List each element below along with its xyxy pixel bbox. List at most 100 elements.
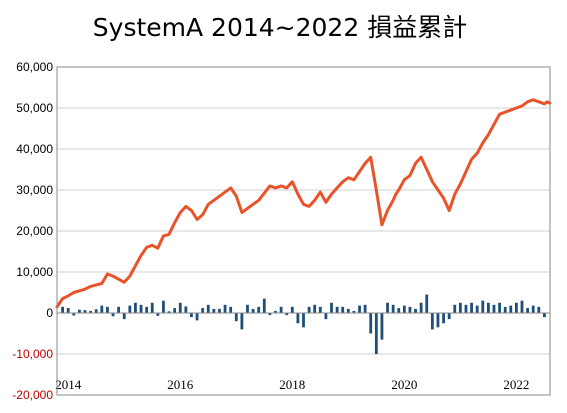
y-tick-label: 40,000 xyxy=(16,142,53,156)
bar xyxy=(290,306,294,313)
plot-frame xyxy=(56,66,551,396)
bar xyxy=(167,311,171,313)
bar xyxy=(145,306,149,313)
y-tick-label: -20,000 xyxy=(12,388,53,402)
y-axis-ticks: -20,000 -10,000 0 10,000 20,000 30,000 40,000 5… xyxy=(12,60,53,402)
bar xyxy=(251,308,255,313)
bar xyxy=(128,305,132,313)
bar xyxy=(436,313,440,328)
bar xyxy=(83,310,87,313)
bar xyxy=(307,306,311,313)
bar xyxy=(419,302,423,313)
bar xyxy=(195,313,199,321)
bar xyxy=(134,302,137,313)
bar xyxy=(139,304,143,313)
bar xyxy=(380,313,384,340)
bar xyxy=(537,306,541,313)
y-tick-label: 30,000 xyxy=(16,183,53,197)
bar xyxy=(470,302,473,313)
bar xyxy=(391,304,395,313)
grid-lines xyxy=(57,66,550,396)
bar xyxy=(100,305,104,313)
bar xyxy=(279,306,283,313)
bar xyxy=(453,304,457,313)
y-tick-label: 20,000 xyxy=(16,224,53,238)
bar xyxy=(190,313,193,318)
y-tick-label: -10,000 xyxy=(12,347,53,361)
y-tick-label: 10,000 xyxy=(16,265,53,279)
bar xyxy=(475,305,479,313)
bar xyxy=(358,305,361,313)
chart-title: SystemA 2014~2022 損益累計 xyxy=(93,13,467,42)
bar xyxy=(150,302,154,313)
bar xyxy=(363,304,367,313)
cumulative-line xyxy=(55,98,552,309)
bar xyxy=(330,302,333,313)
bar xyxy=(425,294,429,313)
bar xyxy=(61,306,65,313)
x-axis-ticks: 2014 2016 2018 2020 2022 xyxy=(55,377,529,392)
bar xyxy=(542,313,546,318)
bar xyxy=(234,313,238,322)
bar xyxy=(229,306,233,313)
x-tick-label: 2014 xyxy=(55,377,82,392)
bar xyxy=(402,305,406,313)
bar xyxy=(156,313,160,316)
bar xyxy=(246,304,249,313)
bar xyxy=(223,304,227,313)
bar xyxy=(352,310,356,313)
bar xyxy=(408,306,412,313)
bar xyxy=(162,300,165,313)
bar xyxy=(498,302,501,313)
bar xyxy=(397,308,401,313)
bar xyxy=(335,306,339,313)
y-tick-label: 0 xyxy=(46,306,53,320)
bar xyxy=(94,309,98,313)
bar xyxy=(206,304,210,313)
bar xyxy=(201,308,205,313)
bar xyxy=(503,306,507,313)
bar xyxy=(514,302,518,313)
bar xyxy=(526,308,529,313)
bar xyxy=(184,306,188,313)
bar xyxy=(386,302,389,313)
bar xyxy=(66,308,70,313)
bar xyxy=(240,313,244,330)
bar xyxy=(212,308,216,313)
bar xyxy=(447,313,451,320)
bar xyxy=(318,306,322,313)
bar xyxy=(117,306,121,313)
bar xyxy=(458,302,462,313)
bar xyxy=(268,313,272,316)
bar xyxy=(442,313,445,324)
bar xyxy=(89,310,93,313)
bar xyxy=(346,308,350,313)
bar xyxy=(509,305,513,313)
bar xyxy=(285,313,289,316)
y-tick-label: 60,000 xyxy=(16,60,53,74)
bar xyxy=(374,313,378,354)
bar xyxy=(341,306,345,313)
bar xyxy=(430,313,434,330)
x-tick-label: 2018 xyxy=(279,377,305,392)
bar xyxy=(178,302,182,313)
x-tick-label: 2016 xyxy=(167,377,194,392)
cumulative-line-series xyxy=(55,98,552,309)
bar xyxy=(122,313,126,320)
bar xyxy=(296,313,300,324)
y-tick-label: 50,000 xyxy=(16,101,53,115)
bar xyxy=(262,298,266,313)
bar xyxy=(369,313,373,334)
bar xyxy=(257,306,261,313)
bar xyxy=(106,306,109,313)
bar xyxy=(111,313,115,317)
bar xyxy=(173,308,177,313)
bar xyxy=(464,304,468,313)
bar xyxy=(72,313,76,316)
bar xyxy=(481,300,485,313)
bar-series xyxy=(61,294,546,354)
bar xyxy=(302,313,305,328)
bar xyxy=(324,313,328,320)
bar xyxy=(218,308,221,313)
x-tick-label: 2022 xyxy=(503,377,529,392)
